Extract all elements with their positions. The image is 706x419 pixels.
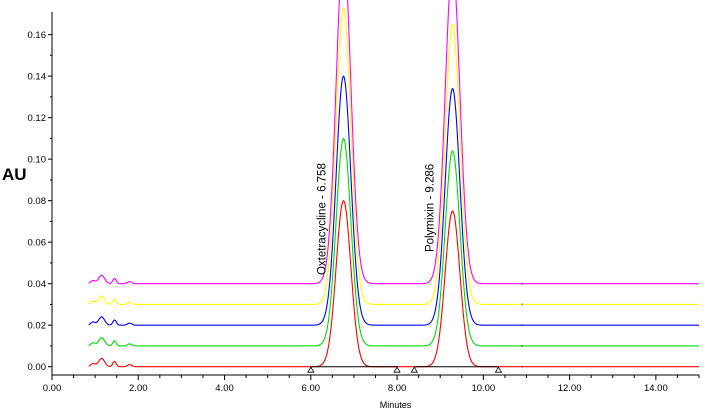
x-tick-label: 12.00 [558,383,582,394]
x-tick-label: 14.00 [644,383,668,394]
series-line-4 [88,6,699,305]
y-tick-label: 0.16 [28,30,47,41]
integration-marker [494,366,503,373]
y-tick-label: 0.12 [28,113,47,124]
integration-marker [307,366,315,373]
x-tick-label: 4.00 [215,383,234,394]
x-tick-label: 2.00 [129,383,148,394]
series-layer [88,0,699,368]
x-tick-label: 8.00 [388,383,407,394]
y-tick-label: 0.06 [28,238,47,249]
peak-label: Oxtetracycline - 6.758 [316,163,328,275]
series-line-3 [88,75,699,326]
labels-layer: 0.00 0.02 0.04 0.06 0.08 0.10 0.12 0.14 0.16 0.00… [28,30,668,394]
y-tick-label: 0.00 [28,362,47,373]
x-tick-label: 6.00 [302,383,321,394]
y-axis-title: AU [2,165,27,184]
integration-marker [393,366,401,373]
axes-layer [48,12,700,380]
x-tick-label: 10.00 [471,383,495,394]
y-tick-label: 0.02 [28,321,47,332]
series-line-2 [88,137,699,347]
y-tick-label: 0.14 [28,72,47,83]
y-tick-label: 0.08 [28,196,47,207]
series-line-5 [88,0,699,285]
integration-markers [307,282,523,373]
y-tick-label: 0.10 [28,155,47,166]
integration-marker [410,366,419,373]
x-axis-title: Minutes [380,400,412,410]
y-tick-label: 0.04 [28,279,47,290]
x-tick-label: 0.00 [43,383,62,394]
peak-label: Polymixin - 9.286 [425,164,437,252]
